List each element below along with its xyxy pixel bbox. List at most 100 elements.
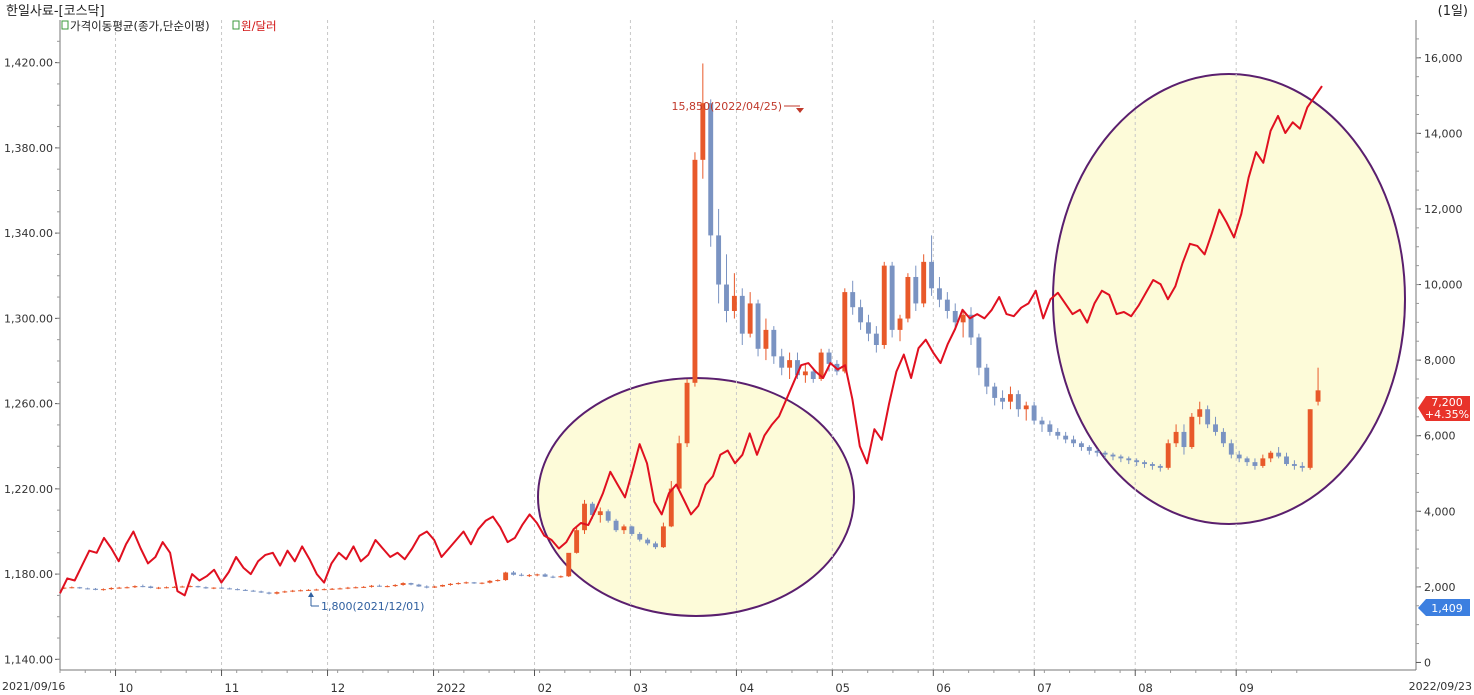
left-tick-label: 1,220.00 <box>4 483 53 496</box>
candle <box>148 585 154 589</box>
candle <box>195 585 201 588</box>
candle <box>1157 464 1163 472</box>
candle <box>100 588 106 591</box>
candle <box>140 584 146 588</box>
candle <box>1213 416 1218 436</box>
candle <box>952 303 958 330</box>
high-label: 15,850(2022/04/25) <box>672 100 782 113</box>
candle <box>1197 401 1203 425</box>
candle <box>518 573 524 577</box>
candle <box>724 254 729 323</box>
candle <box>1181 424 1187 455</box>
candle <box>881 261 887 349</box>
candle <box>645 537 651 546</box>
candle <box>369 584 375 588</box>
candle <box>850 280 856 315</box>
candle <box>124 586 130 589</box>
candle <box>960 310 966 338</box>
candle <box>1149 462 1155 470</box>
candle <box>1126 456 1132 465</box>
candle <box>1031 401 1037 425</box>
candle <box>771 326 777 364</box>
candle <box>203 586 209 589</box>
candle <box>1284 452 1289 466</box>
x-tick-label: 10 <box>119 681 134 695</box>
candle <box>526 574 532 578</box>
candle <box>653 541 658 550</box>
candle <box>242 589 248 592</box>
highlight-ellipse-2 <box>1052 73 1406 525</box>
candle <box>550 575 556 579</box>
candle <box>621 524 627 534</box>
candle <box>1189 413 1195 449</box>
candle <box>700 63 706 179</box>
candle <box>313 588 319 591</box>
candle <box>361 586 367 588</box>
x-end-date: 2022/09/23 <box>1409 680 1472 693</box>
candle <box>566 552 572 578</box>
candle <box>329 587 335 590</box>
candle <box>708 99 714 247</box>
right-tick-label: 2,000 <box>1424 581 1456 594</box>
candle <box>1023 401 1029 421</box>
candle <box>1071 435 1076 448</box>
candle <box>235 588 240 591</box>
x-tick-label: 06 <box>936 681 951 695</box>
candle <box>250 589 256 592</box>
candle <box>921 254 927 308</box>
right-tick-label: 0 <box>1424 656 1431 669</box>
x-tick-label: 02 <box>538 681 553 695</box>
left-tick-label: 1,300.00 <box>4 312 53 325</box>
left-tick-label: 1,180.00 <box>4 568 53 581</box>
candle <box>968 307 974 345</box>
candle <box>258 590 264 593</box>
low-annotation: 1,800(2021/12/01) <box>308 592 424 613</box>
x-tick-label: 08 <box>1138 681 1153 695</box>
candle <box>93 587 98 591</box>
candle <box>613 518 619 533</box>
candle <box>660 522 666 548</box>
candle <box>69 586 75 589</box>
usdkrw-line <box>59 85 1323 597</box>
candle <box>156 586 162 590</box>
candle <box>298 589 304 592</box>
candle <box>1205 405 1211 429</box>
candle <box>1078 441 1084 451</box>
candle <box>1055 428 1061 440</box>
legend-ma-icon[interactable] <box>61 20 69 30</box>
candle <box>1315 367 1321 406</box>
candle <box>1102 450 1108 459</box>
left-tick-label: 1,260.00 <box>4 398 53 411</box>
candle <box>440 584 445 587</box>
candle <box>61 587 67 590</box>
candle <box>1118 454 1124 463</box>
candle <box>321 588 327 591</box>
candle <box>866 314 871 342</box>
candle <box>692 152 698 387</box>
candle <box>1015 390 1021 417</box>
left-tick-label: 1,340.00 <box>4 227 53 240</box>
x-tick-label: 11 <box>225 681 240 695</box>
candle <box>1063 431 1069 444</box>
candle <box>937 276 942 308</box>
candle <box>858 299 864 330</box>
candle <box>471 581 477 584</box>
candle <box>424 585 430 589</box>
candle <box>629 525 635 536</box>
candle <box>905 273 911 323</box>
candle <box>227 587 233 590</box>
candle <box>582 499 587 534</box>
candle <box>432 585 438 588</box>
x-start-date: 2021/09/16 <box>2 680 65 693</box>
candle <box>944 292 950 319</box>
candle <box>1142 460 1147 468</box>
legend-fx-icon[interactable] <box>232 20 240 30</box>
candle <box>408 582 414 586</box>
candle <box>637 532 643 542</box>
last-price-badge: 7,200 +4.35% <box>1418 396 1470 421</box>
last-fx-badge: 1,409 <box>1418 599 1470 616</box>
candle <box>1000 390 1006 410</box>
candle <box>282 590 288 593</box>
candle <box>1228 439 1234 459</box>
